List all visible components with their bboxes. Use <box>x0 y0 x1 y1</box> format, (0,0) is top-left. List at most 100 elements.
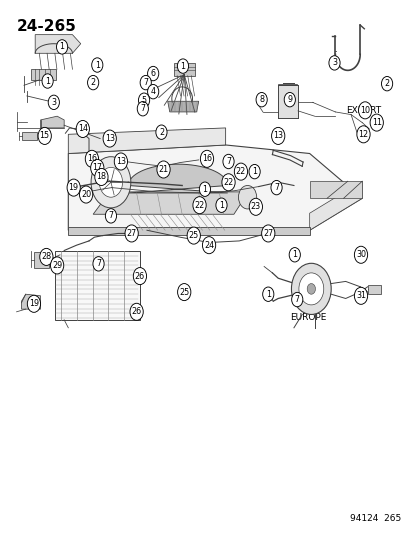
Circle shape <box>42 74 53 88</box>
Circle shape <box>85 150 98 167</box>
Circle shape <box>91 157 131 208</box>
Text: 1: 1 <box>180 62 185 70</box>
Circle shape <box>40 248 53 265</box>
Text: 16: 16 <box>202 155 211 163</box>
Text: 22: 22 <box>235 167 245 176</box>
Circle shape <box>369 114 382 131</box>
Text: 3: 3 <box>331 59 336 67</box>
Text: 20: 20 <box>81 190 91 199</box>
Text: 7: 7 <box>108 212 113 220</box>
Text: 25: 25 <box>179 288 189 296</box>
Circle shape <box>271 127 284 144</box>
Polygon shape <box>68 128 225 154</box>
Polygon shape <box>31 69 56 80</box>
Text: EXPORT: EXPORT <box>345 107 380 115</box>
Text: 23: 23 <box>250 203 260 211</box>
Text: 28: 28 <box>41 253 51 261</box>
Circle shape <box>38 127 51 144</box>
Circle shape <box>138 93 150 108</box>
Text: 15: 15 <box>40 132 50 140</box>
Text: 7: 7 <box>273 183 278 192</box>
Text: 1: 1 <box>265 290 270 298</box>
Circle shape <box>291 292 302 307</box>
Text: 7: 7 <box>225 157 230 166</box>
Text: 22: 22 <box>223 178 233 187</box>
Circle shape <box>283 93 295 107</box>
Circle shape <box>354 246 367 263</box>
Circle shape <box>177 59 188 73</box>
Circle shape <box>248 164 259 179</box>
Text: 2: 2 <box>90 78 95 87</box>
Circle shape <box>99 167 122 197</box>
Circle shape <box>137 101 148 116</box>
Text: 18: 18 <box>96 173 106 181</box>
Polygon shape <box>367 285 380 294</box>
Polygon shape <box>21 132 37 140</box>
Circle shape <box>202 237 215 254</box>
Text: 25: 25 <box>188 231 198 240</box>
Text: 31: 31 <box>355 292 365 300</box>
Text: 21: 21 <box>158 165 168 174</box>
Text: 26: 26 <box>131 308 141 316</box>
Circle shape <box>192 197 206 214</box>
Circle shape <box>270 180 282 195</box>
Circle shape <box>354 287 367 304</box>
Text: 16: 16 <box>87 155 97 163</box>
Circle shape <box>67 179 80 196</box>
Polygon shape <box>21 294 40 309</box>
Circle shape <box>56 40 68 54</box>
Circle shape <box>50 257 64 274</box>
Text: 13: 13 <box>104 134 114 143</box>
Text: 7: 7 <box>140 104 145 113</box>
Circle shape <box>95 168 108 185</box>
Bar <box>55 251 139 320</box>
Polygon shape <box>128 164 227 193</box>
Circle shape <box>187 227 200 244</box>
Circle shape <box>93 257 104 271</box>
Text: 1: 1 <box>95 61 100 69</box>
Circle shape <box>105 209 116 223</box>
Polygon shape <box>93 192 248 214</box>
Text: 94124  265: 94124 265 <box>349 514 401 523</box>
Circle shape <box>91 58 102 72</box>
Text: 9: 9 <box>287 95 292 104</box>
Text: 29: 29 <box>52 261 62 270</box>
Text: 7: 7 <box>143 78 148 87</box>
Circle shape <box>255 93 267 107</box>
Circle shape <box>114 153 127 170</box>
Polygon shape <box>40 116 64 128</box>
Circle shape <box>125 225 138 242</box>
Circle shape <box>147 67 159 80</box>
Text: 2: 2 <box>159 128 164 136</box>
Circle shape <box>90 159 104 176</box>
Text: EUROPE: EUROPE <box>290 313 326 321</box>
Circle shape <box>249 198 262 215</box>
Circle shape <box>223 155 234 169</box>
Circle shape <box>103 130 116 147</box>
Circle shape <box>76 120 89 138</box>
Text: 24: 24 <box>204 241 214 249</box>
Circle shape <box>221 174 235 191</box>
Text: 7: 7 <box>96 260 101 268</box>
Text: 22: 22 <box>194 201 204 209</box>
Circle shape <box>298 273 323 305</box>
Text: 5: 5 <box>141 96 146 104</box>
Circle shape <box>27 295 40 312</box>
Circle shape <box>140 76 151 90</box>
Circle shape <box>238 185 256 209</box>
Circle shape <box>200 150 213 167</box>
Circle shape <box>306 284 315 294</box>
Polygon shape <box>309 181 361 198</box>
Text: 13: 13 <box>116 157 126 166</box>
Polygon shape <box>35 35 81 53</box>
Circle shape <box>79 186 93 203</box>
Circle shape <box>88 76 99 90</box>
Text: 26: 26 <box>135 272 145 280</box>
Text: 30: 30 <box>355 251 365 259</box>
Text: 8: 8 <box>259 95 263 104</box>
Circle shape <box>199 182 210 196</box>
Polygon shape <box>278 85 297 118</box>
Circle shape <box>234 163 247 180</box>
Text: 10: 10 <box>359 106 369 115</box>
Text: 14: 14 <box>78 125 88 133</box>
